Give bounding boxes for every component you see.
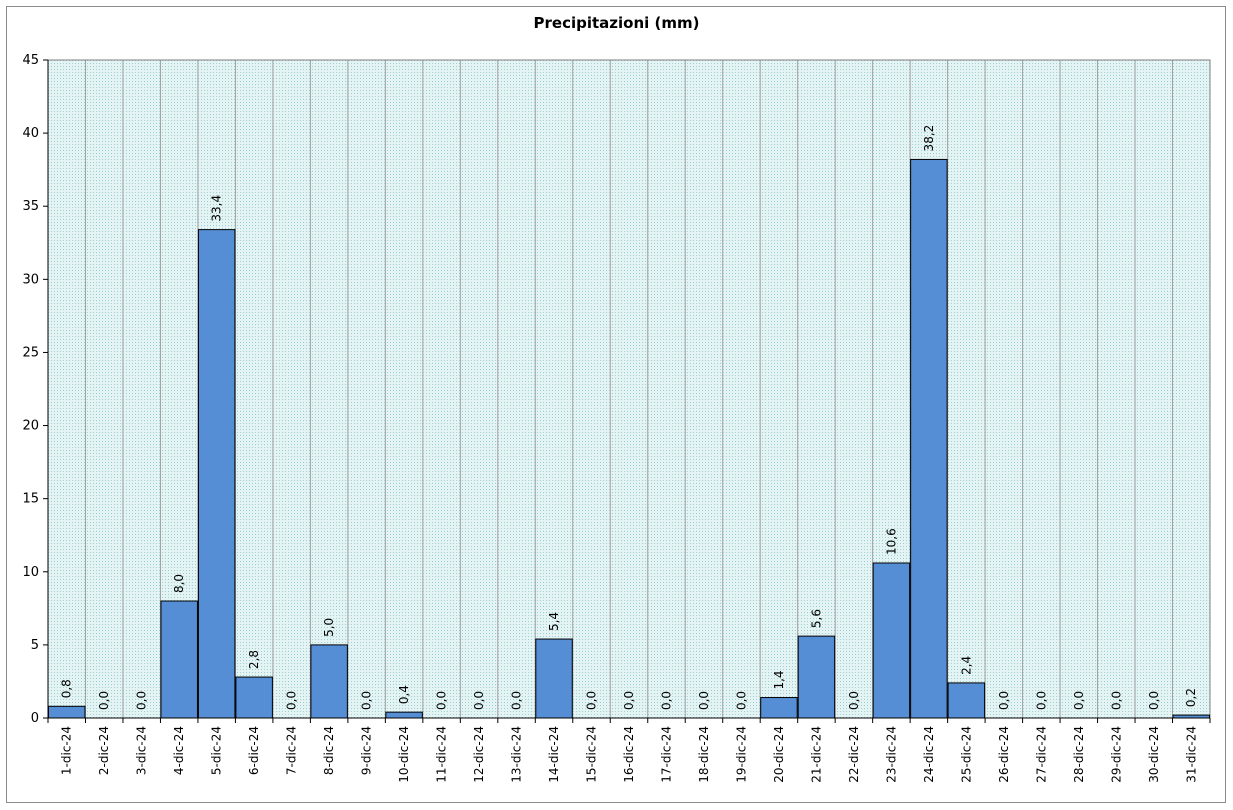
bar bbox=[910, 158, 948, 719]
bar bbox=[760, 697, 798, 719]
data-label: 1,4 bbox=[772, 670, 786, 689]
y-tick-label: 5 bbox=[31, 638, 39, 653]
data-label: 38,2 bbox=[922, 125, 936, 152]
bar bbox=[535, 638, 573, 719]
data-label: 5,4 bbox=[547, 612, 561, 631]
bar bbox=[197, 229, 236, 719]
data-label: 0,0 bbox=[285, 691, 299, 710]
x-tick-label: 20-dic-24 bbox=[772, 726, 786, 783]
x-tick-label: 12-dic-24 bbox=[472, 726, 486, 783]
data-label: 0,0 bbox=[997, 691, 1011, 710]
x-tick-label: 19-dic-24 bbox=[734, 726, 748, 783]
data-label: 0,0 bbox=[1034, 691, 1048, 710]
x-tick-label: 4-dic-24 bbox=[172, 726, 186, 775]
data-label: 0,0 bbox=[734, 691, 748, 710]
x-tick-label: 27-dic-24 bbox=[1034, 726, 1048, 783]
bar bbox=[947, 682, 986, 719]
data-label: 0,0 bbox=[360, 691, 374, 710]
x-tick-label: 14-dic-24 bbox=[547, 726, 561, 783]
x-tick-label: 5-dic-24 bbox=[210, 726, 224, 775]
x-tick-label: 2-dic-24 bbox=[97, 726, 111, 775]
x-tick-label: 21-dic-24 bbox=[809, 726, 823, 783]
x-tick-label: 28-dic-24 bbox=[1072, 726, 1086, 783]
bar bbox=[160, 600, 198, 719]
data-label: 0,8 bbox=[60, 679, 74, 698]
data-label: 0,2 bbox=[1184, 688, 1198, 707]
x-tick-label: 30-dic-24 bbox=[1147, 726, 1161, 783]
x-tick-label: 17-dic-24 bbox=[659, 726, 673, 783]
x-tick-label: 3-dic-24 bbox=[135, 726, 149, 775]
data-label: 0,0 bbox=[1147, 691, 1161, 710]
y-tick-label: 25 bbox=[22, 345, 39, 360]
data-label: 5,6 bbox=[809, 609, 823, 628]
data-label: 0,0 bbox=[435, 691, 449, 710]
data-label: 0,0 bbox=[659, 691, 673, 710]
x-tick-label: 24-dic-24 bbox=[922, 726, 936, 783]
data-label: 0,0 bbox=[510, 691, 524, 710]
x-tick-label: 29-dic-24 bbox=[1109, 726, 1123, 783]
bar bbox=[797, 635, 836, 719]
y-tick-label: 20 bbox=[22, 419, 39, 434]
x-tick-label: 18-dic-24 bbox=[697, 726, 711, 783]
x-tick-label: 11-dic-24 bbox=[435, 726, 449, 783]
x-tick-label: 13-dic-24 bbox=[510, 726, 524, 783]
data-label: 10,6 bbox=[884, 528, 898, 555]
data-label: 0,0 bbox=[847, 691, 861, 710]
x-tick-label: 22-dic-24 bbox=[847, 726, 861, 783]
x-tick-label: 6-dic-24 bbox=[247, 726, 261, 775]
data-label: 0,0 bbox=[622, 691, 636, 710]
data-label: 2,4 bbox=[959, 656, 973, 675]
x-tick-label: 16-dic-24 bbox=[622, 726, 636, 783]
data-label: 2,8 bbox=[247, 650, 261, 669]
bar bbox=[1172, 714, 1210, 719]
plot-area bbox=[48, 60, 1210, 718]
x-tick-label: 1-dic-24 bbox=[60, 726, 74, 775]
bar bbox=[310, 644, 348, 719]
data-label: 0,0 bbox=[1072, 691, 1086, 710]
data-label: 8,0 bbox=[172, 574, 186, 593]
y-tick-label: 40 bbox=[22, 126, 39, 141]
x-tick-label: 25-dic-24 bbox=[959, 726, 973, 783]
data-label: 0,0 bbox=[135, 691, 149, 710]
x-tick-label: 10-dic-24 bbox=[397, 726, 411, 783]
y-tick-label: 10 bbox=[22, 565, 39, 580]
y-tick-label: 30 bbox=[22, 272, 39, 287]
data-label: 0,4 bbox=[397, 685, 411, 704]
y-tick-label: 15 bbox=[22, 492, 39, 507]
data-label: 0,0 bbox=[472, 691, 486, 710]
data-label: 33,4 bbox=[210, 195, 224, 222]
y-tick-label: 35 bbox=[22, 199, 39, 214]
data-label: 0,0 bbox=[97, 691, 111, 710]
x-tick-label: 31-dic-24 bbox=[1184, 726, 1198, 783]
x-tick-label: 9-dic-24 bbox=[360, 726, 374, 775]
bar bbox=[872, 562, 911, 719]
x-tick-label: 15-dic-24 bbox=[585, 726, 599, 783]
x-tick-label: 23-dic-24 bbox=[884, 726, 898, 783]
x-tick-label: 7-dic-24 bbox=[285, 726, 299, 775]
chart-title: Precipitazioni (mm) bbox=[533, 14, 700, 32]
data-label: 0,0 bbox=[697, 691, 711, 710]
x-tick-label: 8-dic-24 bbox=[322, 726, 336, 775]
data-label: 0,0 bbox=[1109, 691, 1123, 710]
bar bbox=[235, 676, 273, 719]
bar bbox=[48, 705, 86, 719]
data-label: 0,0 bbox=[585, 691, 599, 710]
data-label: 5,0 bbox=[322, 618, 336, 637]
x-tick-label: 26-dic-24 bbox=[997, 726, 1011, 783]
y-tick-label: 0 bbox=[31, 711, 39, 726]
bar bbox=[385, 711, 423, 719]
y-tick-label: 45 bbox=[22, 53, 39, 68]
